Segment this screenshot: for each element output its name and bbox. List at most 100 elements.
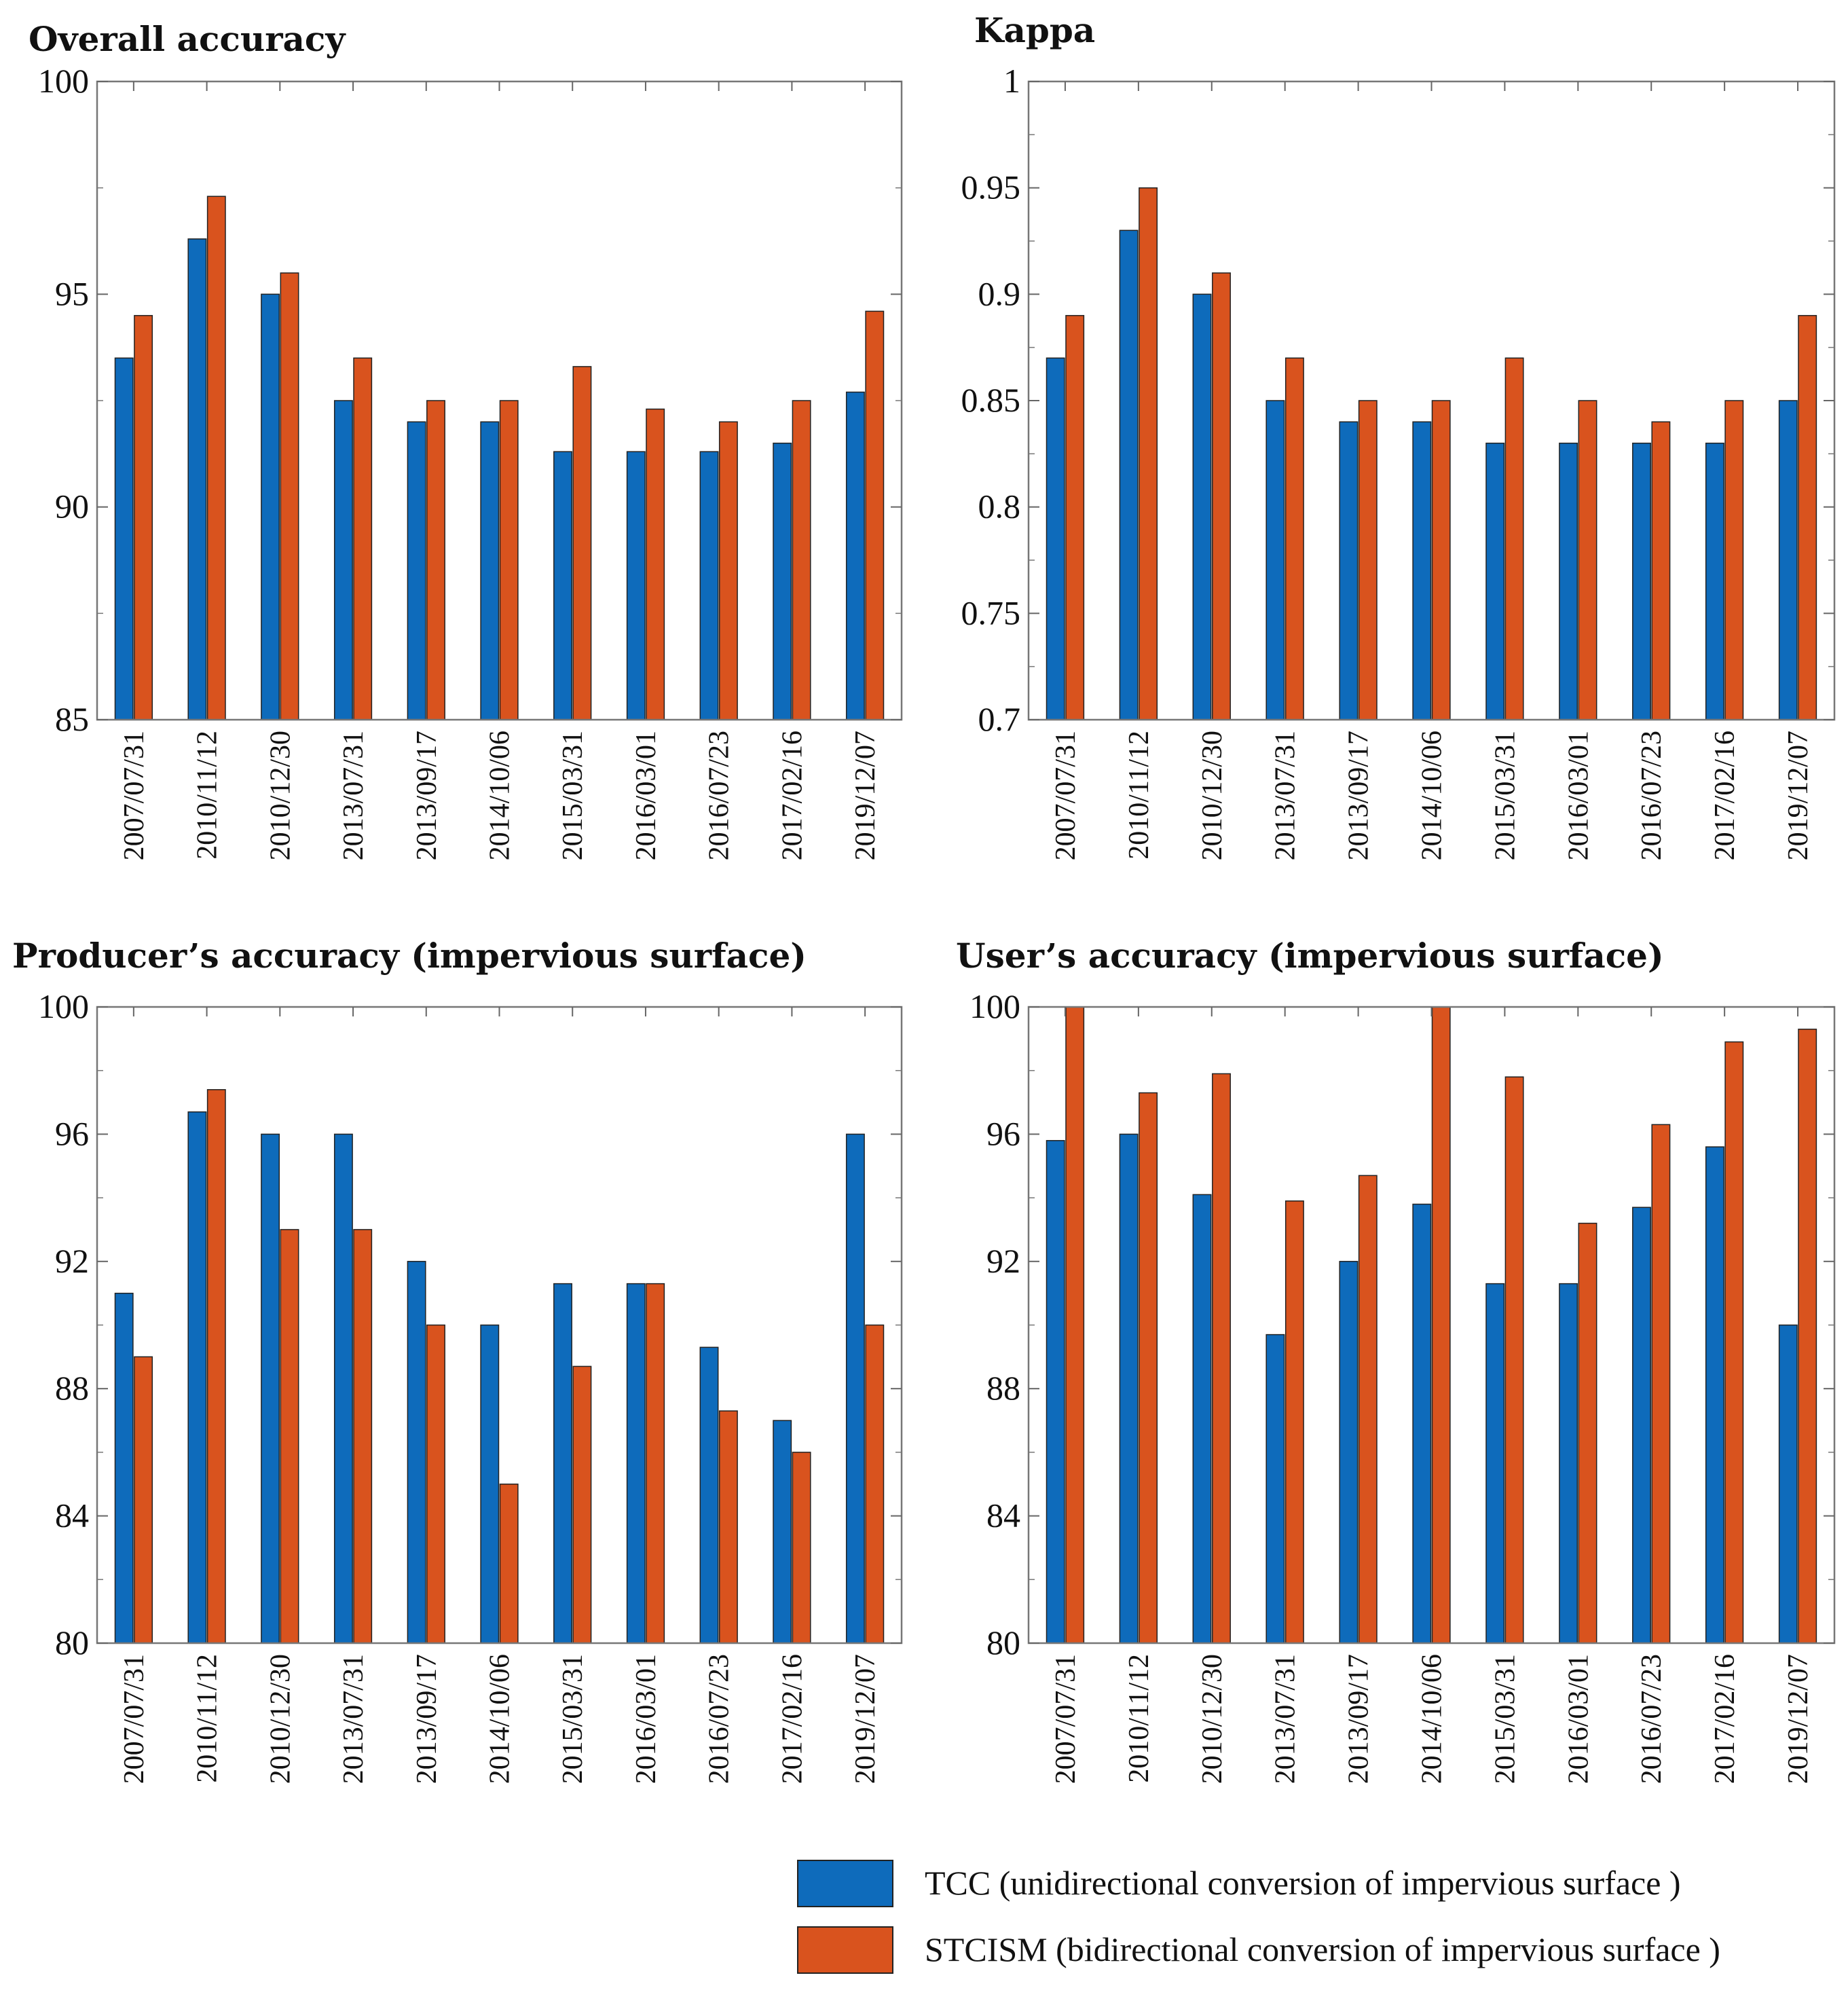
bar-kappa-tcc-9: [1705, 442, 1724, 720]
ytick-label-users-accuracy-2: 92: [986, 1242, 1020, 1280]
xtick-label-overall-accuracy-3: 2013/07/31: [338, 731, 369, 860]
xtick-label-kappa-7: 2016/03/01: [1563, 731, 1594, 860]
bar-users-accuracy-stcism-10: [1798, 1029, 1817, 1644]
xtick-label-producers-accuracy-3: 2013/07/31: [338, 1654, 369, 1784]
ytick-label-kappa-3: 0.85: [961, 381, 1021, 419]
bar-producers-accuracy-tcc-2: [261, 1133, 280, 1644]
xtick-label-kappa-3: 2013/07/31: [1270, 731, 1301, 860]
bar-producers-accuracy-stcism-7: [646, 1283, 665, 1644]
bar-kappa-tcc-0: [1046, 357, 1065, 720]
legend-swatch-stcism: [797, 1926, 893, 1974]
xtick-label-users-accuracy-0: 2007/07/31: [1050, 1654, 1082, 1784]
ytick-label-kappa-5: 0.75: [961, 593, 1021, 631]
chart-title-producers-accuracy: Producer’s accuracy (impervious surface): [12, 936, 807, 976]
bar-kappa-tcc-6: [1485, 442, 1505, 720]
bar-users-accuracy-tcc-4: [1339, 1261, 1359, 1644]
bar-kappa-stcism-9: [1724, 400, 1744, 720]
xtick-label-kappa-2: 2010/12/30: [1197, 731, 1228, 860]
bar-users-accuracy-stcism-2: [1212, 1073, 1231, 1644]
bar-overall-accuracy-stcism-3: [353, 357, 373, 720]
ytick-label-overall-accuracy-0: 100: [38, 62, 89, 100]
xtick-label-users-accuracy-4: 2013/09/17: [1344, 1654, 1375, 1784]
bar-producers-accuracy-stcism-8: [718, 1410, 738, 1644]
bar-overall-accuracy-tcc-3: [333, 400, 353, 720]
chart-users-accuracy: User’s accuracy (impervious surface) 100 9…: [956, 936, 1836, 1784]
bar-users-accuracy-stcism-5: [1431, 1006, 1451, 1644]
bar-kappa-tcc-10: [1778, 400, 1798, 720]
ytick-label-producers-accuracy-3: 88: [55, 1369, 89, 1407]
bar-overall-accuracy-stcism-5: [499, 400, 519, 720]
xtick-label-kappa-6: 2015/03/31: [1490, 731, 1521, 860]
bar-users-accuracy-tcc-8: [1632, 1207, 1651, 1644]
ytick-label-producers-accuracy-1: 96: [55, 1114, 89, 1152]
xtick-label-overall-accuracy-6: 2015/03/31: [557, 731, 589, 860]
bar-kappa-stcism-6: [1504, 357, 1524, 720]
bar-overall-accuracy-stcism-7: [646, 408, 665, 720]
bar-users-accuracy-tcc-0: [1046, 1140, 1065, 1644]
xtick-label-users-accuracy-3: 2013/07/31: [1270, 1654, 1301, 1784]
xtick-label-producers-accuracy-10: 2019/12/07: [850, 1654, 881, 1784]
xtick-label-overall-accuracy-8: 2016/07/23: [704, 731, 735, 860]
bar-users-accuracy-tcc-5: [1412, 1203, 1432, 1644]
bar-kappa-stcism-1: [1139, 187, 1158, 720]
ytick-label-producers-accuracy-0: 100: [38, 987, 89, 1025]
bar-producers-accuracy-stcism-6: [572, 1365, 592, 1644]
ytick-label-overall-accuracy-1: 95: [55, 274, 89, 312]
xtick-label-producers-accuracy-4: 2013/09/17: [411, 1654, 443, 1784]
ytick-label-kappa-2: 0.9: [978, 274, 1021, 312]
bar-kappa-stcism-8: [1651, 421, 1671, 720]
xtick-label-overall-accuracy-2: 2010/12/30: [265, 731, 296, 860]
bar-users-accuracy-tcc-2: [1192, 1194, 1212, 1644]
ytick-label-overall-accuracy-3: 85: [55, 700, 89, 738]
bar-kappa-stcism-2: [1212, 272, 1231, 720]
bar-users-accuracy-tcc-6: [1485, 1283, 1505, 1644]
ytick-label-users-accuracy-4: 84: [986, 1496, 1020, 1535]
xtick-label-kappa-4: 2013/09/17: [1344, 731, 1375, 860]
bar-overall-accuracy-stcism-6: [572, 366, 592, 720]
bar-producers-accuracy-stcism-0: [134, 1356, 153, 1644]
bar-overall-accuracy-tcc-4: [407, 421, 426, 720]
xtick-label-kappa-9: 2017/02/16: [1710, 731, 1741, 860]
bar-producers-accuracy-stcism-4: [426, 1324, 445, 1644]
bar-users-accuracy-stcism-0: [1065, 1006, 1085, 1644]
xtick-label-users-accuracy-9: 2017/02/16: [1710, 1654, 1741, 1784]
bar-producers-accuracy-tcc-9: [773, 1420, 792, 1644]
ytick-label-users-accuracy-1: 96: [986, 1114, 1020, 1152]
xtick-label-overall-accuracy-4: 2013/09/17: [411, 731, 443, 860]
bar-overall-accuracy-tcc-6: [553, 451, 572, 720]
bar-producers-accuracy-stcism-3: [353, 1229, 373, 1644]
bar-overall-accuracy-stcism-1: [206, 196, 226, 720]
bar-overall-accuracy-tcc-2: [261, 293, 280, 720]
legend-swatch-tcc: [797, 1860, 893, 1907]
bar-users-accuracy-tcc-1: [1119, 1133, 1139, 1644]
bar-users-accuracy-stcism-6: [1504, 1076, 1524, 1644]
bar-producers-accuracy-stcism-10: [865, 1324, 885, 1644]
bar-users-accuracy-tcc-3: [1265, 1334, 1285, 1644]
xtick-label-overall-accuracy-10: 2019/12/07: [850, 731, 881, 860]
bar-overall-accuracy-stcism-8: [718, 421, 738, 720]
bar-kappa-tcc-5: [1412, 421, 1432, 720]
bar-producers-accuracy-tcc-3: [333, 1133, 353, 1644]
bar-overall-accuracy-tcc-1: [187, 238, 207, 720]
xtick-label-producers-accuracy-0: 2007/07/31: [119, 1654, 150, 1784]
ytick-label-kappa-1: 0.95: [961, 168, 1021, 206]
ytick-label-producers-accuracy-5: 80: [55, 1623, 89, 1661]
xtick-label-producers-accuracy-5: 2014/10/06: [485, 1654, 516, 1784]
bar-producers-accuracy-stcism-5: [499, 1484, 519, 1644]
bar-kappa-tcc-4: [1339, 421, 1359, 720]
bar-kappa-tcc-3: [1265, 400, 1285, 720]
ytick-label-users-accuracy-5: 80: [986, 1623, 1020, 1661]
bar-users-accuracy-stcism-1: [1139, 1092, 1158, 1644]
bar-kappa-tcc-2: [1192, 293, 1212, 720]
chart-kappa: Kappa 1 0.95 0.9 0.85 0.8 0.75 0.7 2007/07/31 201…: [961, 10, 1836, 860]
bar-producers-accuracy-stcism-9: [792, 1452, 811, 1644]
ytick-label-users-accuracy-0: 100: [969, 987, 1020, 1025]
xtick-label-producers-accuracy-7: 2016/03/01: [631, 1654, 662, 1784]
bar-users-accuracy-stcism-3: [1285, 1200, 1304, 1644]
bar-kappa-stcism-10: [1798, 314, 1817, 720]
xtick-label-kappa-8: 2016/07/23: [1636, 731, 1667, 860]
ytick-label-kappa-0: 1: [1003, 62, 1020, 100]
xtick-label-overall-accuracy-9: 2017/02/16: [777, 731, 808, 860]
bar-users-accuracy-stcism-9: [1724, 1041, 1744, 1644]
